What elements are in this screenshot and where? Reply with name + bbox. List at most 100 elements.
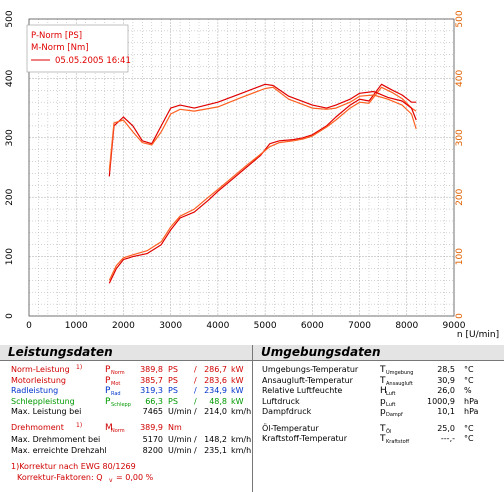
env-value: 10,1 [437, 407, 455, 416]
row-unit-1: PS [168, 375, 178, 385]
row-value-2: 148,2 [204, 434, 227, 444]
env-value: 25,0 [437, 423, 455, 433]
env-unit: °C [464, 423, 474, 433]
y-tick-label-left: 200 [5, 188, 15, 205]
row-value-1: 385,7 [140, 375, 163, 385]
x-tick-label: 3000 [159, 321, 182, 331]
row-symbol-sub: Rad [111, 391, 121, 397]
x-tick-label: 8000 [395, 321, 418, 331]
row-unit-1: Nm [168, 423, 182, 432]
y-tick-label-left: 300 [5, 129, 15, 146]
umgebung-row: Umgebungs-Temperatur T Umgebung 28,5 °C [262, 365, 502, 376]
umgebung-row: Relative Luftfeuchte H Luft 26,0% [262, 386, 502, 397]
chart-axes: 0 1000 2000 3000 4000 5000 6000 7000 8000 9000 0 0 1… [5, 10, 466, 331]
x-tick-label: 1000 [65, 321, 88, 331]
y-tick-label-right: 400 [455, 70, 465, 87]
row-unit-2: kW [231, 375, 244, 385]
env-unit: °C [464, 375, 474, 385]
row-label: Max. Drehmoment bei [11, 434, 101, 444]
y-tick-label-left: 500 [5, 10, 15, 27]
row-label: Max. erreichte Drehzahl [11, 446, 107, 455]
x-tick-label: 5000 [254, 321, 277, 331]
umgebung-row: Kraftstoff-Temperatur T Kraftstoff ---,- °C [262, 434, 502, 445]
dyno-chart: 0 1000 2000 3000 4000 5000 6000 7000 8000 9000 0 0 1… [5, 10, 499, 340]
leistung-row: Max. erreichte Drehzahl 8200 U/min/ 235,1 km… [11, 446, 251, 456]
umgebung-row: Dampfdruck p Dampf 10,1 hPa [262, 407, 502, 418]
leistung-row: Drehmoment 1) M Norm 389,9 Nm [11, 422, 249, 434]
env-value: 1000,9 [427, 396, 455, 406]
row-value-1: 5170 [142, 434, 163, 444]
row-symbol: P [105, 386, 111, 396]
row-symbol-sub: Norm [111, 370, 125, 376]
y-tick-label-left: 400 [5, 70, 15, 87]
env-symbol: T [380, 375, 386, 386]
row-label: Drehmoment [11, 423, 64, 432]
row-label: Motorleistung [11, 375, 67, 385]
y-tick-label-right: 300 [455, 129, 465, 146]
row-label: Norm-Leistung [11, 365, 70, 374]
env-symbol: T [380, 434, 386, 444]
env-symbol: T [380, 365, 386, 375]
y-tick-label-right: 0 [455, 313, 465, 319]
row-separator: / [194, 375, 197, 385]
footnote-text: 1)Korrektur nach EWG 80/1269 [11, 462, 136, 471]
env-label: Dampfdruck [262, 407, 312, 416]
row-symbol-sub: Schlepp [111, 401, 131, 408]
env-unit: °C [464, 365, 474, 374]
row-label: Radleistung [11, 386, 59, 395]
y-tick-label-right: 200 [455, 188, 465, 205]
row-unit-1: U/min [168, 434, 192, 444]
y-tick-label-left: 100 [5, 248, 15, 265]
x-tick-label: 4000 [206, 321, 229, 331]
row-value-1: 8200 [142, 446, 163, 455]
y-tick-label-left: 0 [5, 313, 15, 319]
chart-series [108, 83, 417, 284]
row-unit-2: kW [231, 396, 244, 406]
row-separator: / [194, 446, 197, 455]
env-value: ---,- [440, 434, 455, 443]
row-value-2: 235,1 [204, 446, 227, 455]
env-symbol: H [380, 386, 387, 396]
leistung-row: Schleppleistung P Schlepp 66,3 PS / 48,8 kW [11, 396, 249, 408]
env-label: Ansaugluft-Temperatur [262, 375, 353, 385]
row-value-1: 7465 [142, 407, 163, 416]
row-value-1: 319,3 [140, 386, 163, 395]
panel-divider [252, 345, 253, 492]
env-unit: hPa [464, 396, 479, 406]
leistungsdaten-header: Leistungsdaten [0, 345, 252, 361]
chart-legend: P-Norm [PS] M-Norm [Nm] 05.05.2005 16:41 [26, 24, 131, 73]
env-label: Luftdruck [262, 396, 300, 406]
env-symbol-sub: Luft [386, 391, 396, 397]
row-symbol-sub: Mot [111, 380, 121, 387]
series-line-torque_run2 [108, 86, 417, 171]
x-tick-label: 9000 [443, 321, 466, 331]
row-symbol: P [105, 365, 111, 375]
leistung-row: Radleistung P Rad 319,3 PS / 234,9 kW [11, 386, 249, 397]
leistung-row: Max. Drehmoment bei 5170 U/min/ 148,2 km/h [11, 434, 251, 445]
env-unit: % [464, 386, 472, 395]
leistungsdaten-title: Leistungsdaten [8, 345, 113, 359]
series-line-torque_run1 [108, 83, 417, 177]
row-unit-2: kW [231, 365, 244, 374]
env-label: Relative Luftfeuchte [262, 386, 343, 395]
env-symbol-sub: Umgebung [386, 370, 414, 376]
plot-frame [28, 18, 455, 317]
env-symbol-sub: Dampf [386, 412, 403, 418]
correction-label: Korrektur-Faktoren: Q [17, 473, 103, 482]
legend-m-norm: M-Norm [Nm] [31, 43, 89, 53]
row-label: Schleppleistung [11, 396, 75, 406]
row-unit-1: PS [168, 386, 178, 395]
row-value-2: 48,8 [209, 396, 227, 406]
x-tick-label: 2000 [112, 321, 135, 331]
row-symbol: M [105, 423, 113, 433]
env-label: Kraftstoff-Temperatur [262, 434, 348, 443]
row-unit-2: kW [231, 386, 244, 395]
env-value: 28,5 [437, 365, 455, 374]
env-symbol-sub: Öl [386, 428, 392, 435]
y-tick-label-right: 100 [455, 248, 465, 265]
row-separator: / [194, 386, 197, 395]
row-value-2: 286,7 [204, 365, 227, 374]
row-separator: / [194, 407, 197, 416]
row-separator: / [194, 365, 197, 374]
leistung-row: Max. Leistung bei 7465 U/min/ 214,0 km/h [11, 407, 251, 417]
